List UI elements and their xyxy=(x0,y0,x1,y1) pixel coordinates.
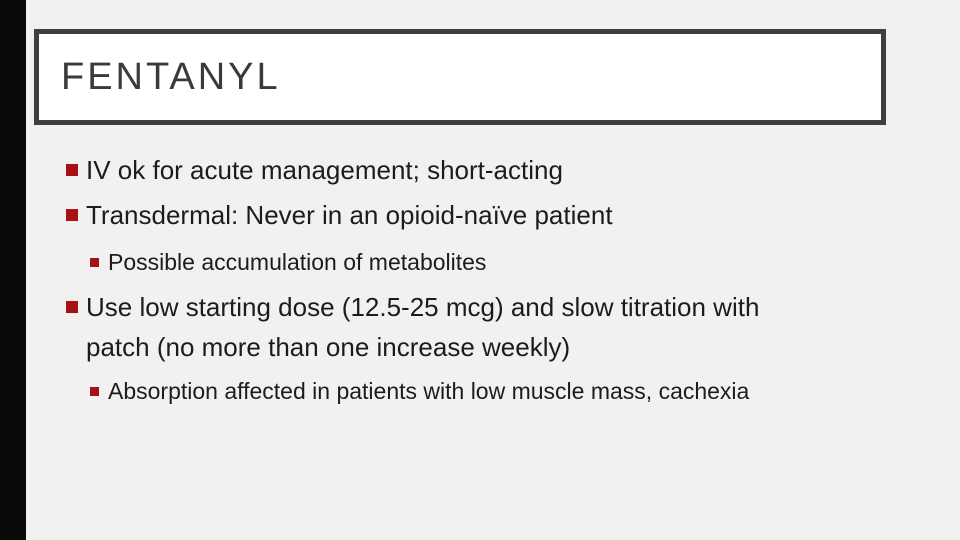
bullet-square-icon xyxy=(90,387,99,396)
title-box: FENTANYL xyxy=(34,29,886,125)
bullet-square-icon xyxy=(66,164,78,176)
bullet-text: Absorption affected in patients with low… xyxy=(108,374,749,408)
bullet-square-icon xyxy=(66,209,78,221)
sub-bullet-item: Absorption affected in patients with low… xyxy=(90,374,749,408)
bullet-square-icon xyxy=(90,258,99,267)
bullet-line: Use low starting dose (12.5-25 mcg) and … xyxy=(86,292,760,322)
bullet-text: IV ok for acute management; short-acting xyxy=(86,150,563,190)
bullet-text: Possible accumulation of metabolites xyxy=(108,245,486,279)
bullet-line: Absorption affected in patients with low… xyxy=(108,378,750,404)
bullet-square-icon xyxy=(66,301,78,313)
bullet-text: Use low starting dose (12.5-25 mcg) and … xyxy=(86,287,759,367)
bullet-item: Transdermal: Never in an opioid-naïve pa… xyxy=(66,195,613,235)
left-accent-bar xyxy=(0,0,26,540)
bullet-line: Possible accumulation of metabolites xyxy=(108,249,487,275)
bullet-item: Use low starting dose (12.5-25 mcg) and … xyxy=(66,287,759,367)
bullet-line: IV ok for acute management; short-acting xyxy=(86,155,563,185)
sub-bullet-item: Possible accumulation of metabolites xyxy=(90,245,486,279)
bullet-line: Transdermal: Never in an opioid-naïve pa… xyxy=(86,200,613,230)
bullet-text: Transdermal: Never in an opioid-naïve pa… xyxy=(86,195,613,235)
bullet-item: IV ok for acute management; short-acting xyxy=(66,150,563,190)
page-title: FENTANYL xyxy=(61,55,281,98)
bullet-line: patch (no more than one increase weekly) xyxy=(86,332,571,362)
